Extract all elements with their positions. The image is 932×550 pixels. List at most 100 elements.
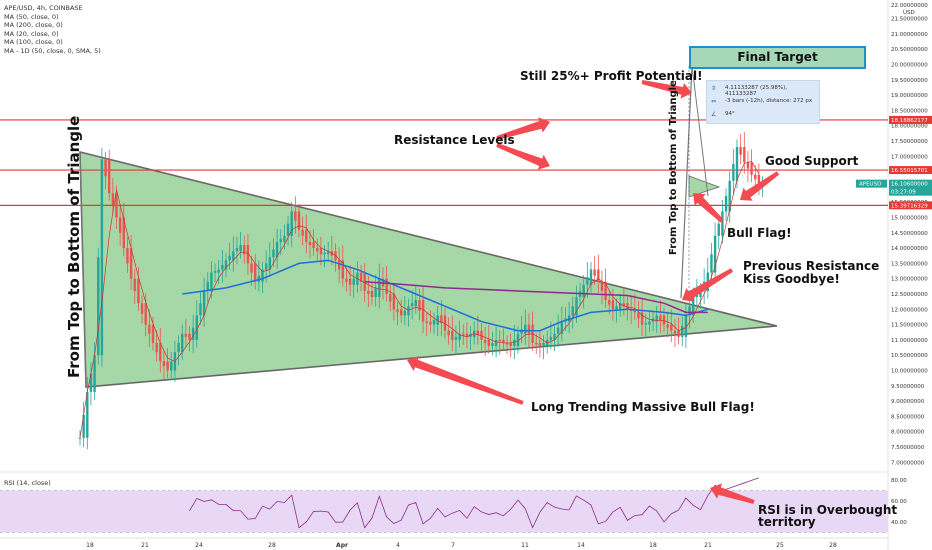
candle-body — [622, 303, 626, 307]
candle-body — [509, 342, 512, 347]
resistance-annotation: Resistance Levels — [394, 133, 515, 147]
candle-body — [451, 330, 454, 340]
candle-body — [224, 260, 228, 270]
candle-body — [246, 245, 250, 264]
legend-ma1d: MA - 1D (50, close, 0, SMA, 5) — [4, 46, 101, 55]
final-target-box[interactable]: Final Target — [689, 46, 866, 69]
candle-body — [301, 229, 304, 236]
candle-body — [305, 229, 308, 242]
measure-line-right — [680, 65, 693, 299]
range-icon: ⇕ — [711, 85, 717, 92]
candle-body — [400, 309, 403, 316]
rsi-label: RSI (14, close) — [4, 479, 51, 487]
candle-body — [297, 211, 301, 230]
candle-body — [502, 339, 505, 343]
price-tick: 11.50000000 — [891, 323, 928, 329]
candle-body — [170, 361, 173, 371]
arrow-profit — [641, 80, 692, 99]
candle-body — [699, 290, 702, 298]
candle-body — [232, 251, 235, 261]
arrow-prev-resistance-shape — [682, 268, 734, 302]
candle-body — [483, 339, 487, 343]
candle-body — [327, 251, 330, 255]
level-badge-r1 — [889, 115, 932, 124]
candle-body — [560, 321, 563, 334]
legend-symbol: APE/USD, 4h, COINBASE — [4, 4, 83, 12]
level-badge-s1 — [889, 201, 932, 210]
candle-body — [436, 315, 439, 325]
bull-flag-annotation: Bull Flag! — [727, 226, 792, 240]
price-tick: 19.50000000 — [891, 78, 928, 84]
price-tick: 17.50000000 — [891, 139, 928, 145]
rsi-annotation-2: territory — [758, 515, 816, 529]
candle-body — [494, 339, 498, 347]
long-trend-annotation: Long Trending Massive Bull Flag! — [531, 400, 755, 414]
time-tick: 28 — [268, 542, 276, 549]
candle-body — [673, 330, 677, 334]
candle-body — [608, 300, 611, 305]
arrow-resistance-up-shape — [496, 117, 550, 140]
candle-body — [319, 248, 323, 255]
candle-body — [586, 277, 589, 285]
candle-body — [553, 333, 556, 340]
arrow-rsi-shape — [710, 483, 755, 504]
candle-body — [757, 174, 761, 184]
candle-body — [692, 297, 695, 316]
candle-body — [264, 263, 268, 270]
candle-body — [429, 321, 432, 325]
rsi-band — [0, 490, 888, 533]
time-tick: 25 — [776, 542, 784, 549]
candle-body — [286, 223, 290, 236]
candle-body — [374, 287, 377, 298]
price-unit: USD — [903, 10, 915, 16]
candle-body — [710, 254, 713, 273]
time-tick: 4 — [396, 542, 400, 549]
arrow-resistance-up — [496, 117, 550, 140]
candle-body — [421, 300, 425, 322]
arrow-support — [739, 171, 780, 201]
rsi-line — [189, 477, 760, 529]
price-tick: 12.00000000 — [891, 307, 928, 313]
candle-body — [151, 324, 155, 343]
candle-body — [392, 294, 396, 310]
arrow-prev-resistance — [682, 268, 734, 302]
prev-resistance-annotation-2: Kiss Goodbye! — [743, 272, 840, 286]
candle-body — [458, 333, 461, 340]
candle-body — [677, 330, 680, 337]
candle-body — [732, 163, 735, 181]
candle-body — [345, 278, 348, 282]
candle-body — [403, 310, 407, 316]
tooltip-line2: -3 bars (-12h), distance: 272 px — [725, 98, 813, 104]
candle-body — [662, 315, 666, 325]
price-tick: 8.50000000 — [891, 414, 925, 420]
candle-body — [370, 290, 374, 298]
candle-body — [250, 263, 253, 273]
candle-body — [210, 272, 213, 291]
bars-icon: ⇔ — [711, 98, 717, 105]
candle-body — [341, 260, 344, 279]
arrow-long-trend-shape — [406, 355, 524, 405]
candle-body — [104, 159, 107, 177]
candle-body — [126, 248, 129, 264]
candle-body — [202, 290, 206, 316]
legend-ma200: MA (200, close, 0) — [4, 21, 63, 29]
candle-body — [655, 315, 658, 322]
candle-body — [535, 342, 538, 345]
candle-body — [527, 324, 531, 334]
tooltip-line1: 4.11133287 (25.98%), 411133287 — [725, 85, 788, 97]
time-tick: 21 — [141, 542, 149, 549]
candle-body — [115, 193, 118, 218]
candle-body — [257, 275, 261, 282]
price-tick: 8.00000000 — [891, 430, 925, 436]
support-annotation: Good Support — [765, 154, 859, 168]
candle-body — [684, 315, 688, 337]
candle-body — [418, 300, 421, 311]
candle-body — [447, 330, 450, 336]
arrow-bull-flag — [693, 192, 724, 223]
candle-body — [626, 303, 629, 310]
prev-resistance-annotation: Previous Resistance — [743, 259, 879, 273]
arrow-rsi — [710, 483, 755, 504]
candle-body — [385, 278, 388, 294]
candle-body — [367, 290, 370, 294]
